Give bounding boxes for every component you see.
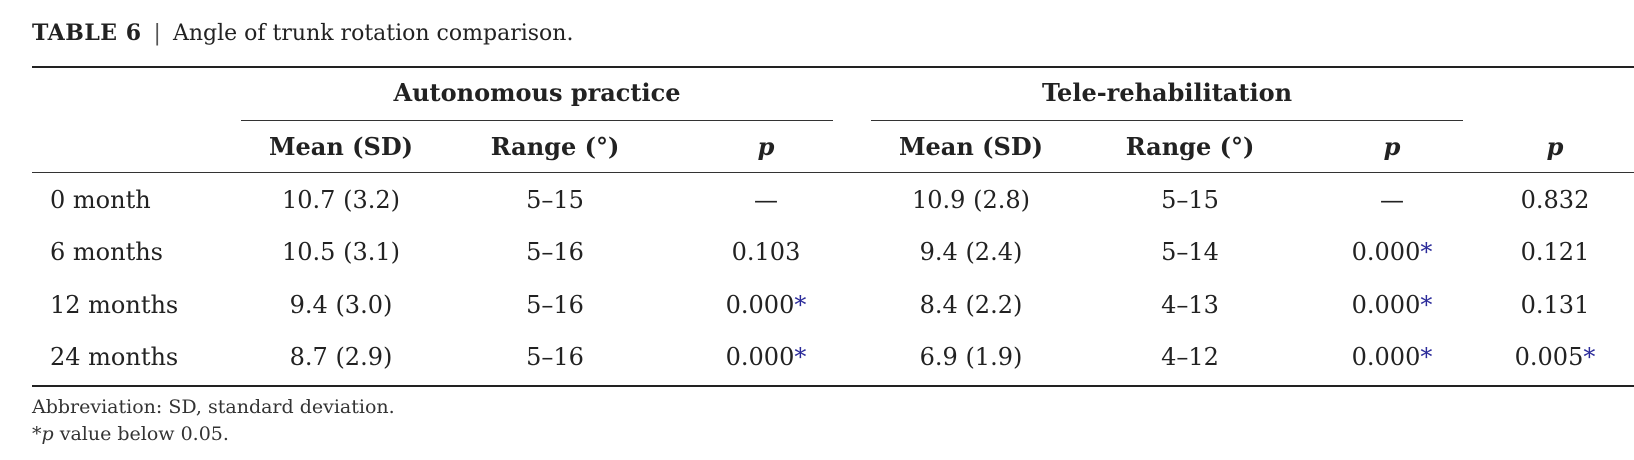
top-rule <box>32 66 1634 68</box>
group-header-tele: Tele-rehabilitation <box>1041 78 1293 107</box>
t-range-cell: 5–14 <box>1161 238 1219 266</box>
p-cell: 0.121 <box>1520 238 1590 266</box>
caption-separator: | <box>153 21 161 46</box>
footnote-abbreviation: Abbreviation: SD, standard deviation. <box>32 396 395 418</box>
p-cell: 0.131 <box>1520 291 1590 319</box>
row-label: 24 months <box>50 343 179 371</box>
col-header-t-p: p <box>1383 132 1401 161</box>
t-mean-cell: 10.9 (2.8) <box>912 186 1030 214</box>
footnote-significance: *p value below 0.05. <box>32 423 229 445</box>
a-p-cell: 0.000* <box>725 291 807 319</box>
table-title: Angle of trunk rotation comparison. <box>172 21 574 46</box>
a-mean-cell: 10.7 (3.2) <box>282 186 400 214</box>
col-header-t-mean: Mean (SD) <box>898 132 1044 161</box>
p-cell: 0.005* <box>1514 343 1596 371</box>
t-p-cell: 0.000* <box>1351 291 1433 319</box>
a-p-cell: 0.103 <box>731 238 801 266</box>
a-mean-cell: 9.4 (3.0) <box>289 291 393 319</box>
t-mean-cell: 9.4 (2.4) <box>919 238 1023 266</box>
header-rule <box>32 172 1634 173</box>
row-label: 12 months <box>50 291 179 319</box>
t-range-cell: 4–12 <box>1161 343 1219 371</box>
group-rule-tele <box>871 120 1463 121</box>
col-header-a-p: p <box>757 132 775 161</box>
a-p-cell: — <box>754 186 778 214</box>
t-p-cell: 0.000* <box>1351 238 1433 266</box>
t-range-cell: 4–13 <box>1161 291 1219 319</box>
t-p-cell: 0.000* <box>1351 343 1433 371</box>
table-caption: TABLE 6 | Angle of trunk rotation comparis… <box>32 20 573 46</box>
t-mean-cell: 6.9 (1.9) <box>919 343 1023 371</box>
col-header-a-mean: Mean (SD) <box>268 132 414 161</box>
t-range-cell: 5–15 <box>1161 186 1219 214</box>
group-rule-autonomous <box>241 120 833 121</box>
t-mean-cell: 8.4 (2.2) <box>919 291 1023 319</box>
bottom-rule <box>32 385 1634 387</box>
a-range-cell: 5–16 <box>526 291 584 319</box>
col-header-t-range: Range (°) <box>1125 132 1255 161</box>
row-label: 6 months <box>50 238 163 266</box>
table-label: TABLE 6 <box>32 20 142 46</box>
p-cell: 0.832 <box>1520 186 1590 214</box>
a-range-cell: 5–15 <box>526 186 584 214</box>
group-header-autonomous: Autonomous practice <box>393 78 681 107</box>
col-header-a-range: Range (°) <box>490 132 620 161</box>
row-label: 0 month <box>50 186 151 214</box>
a-range-cell: 5–16 <box>526 343 584 371</box>
a-range-cell: 5–16 <box>526 238 584 266</box>
a-p-cell: 0.000* <box>725 343 807 371</box>
a-mean-cell: 8.7 (2.9) <box>289 343 393 371</box>
col-header-p: p <box>1546 132 1564 161</box>
t-p-cell: — <box>1380 186 1404 214</box>
a-mean-cell: 10.5 (3.1) <box>282 238 400 266</box>
